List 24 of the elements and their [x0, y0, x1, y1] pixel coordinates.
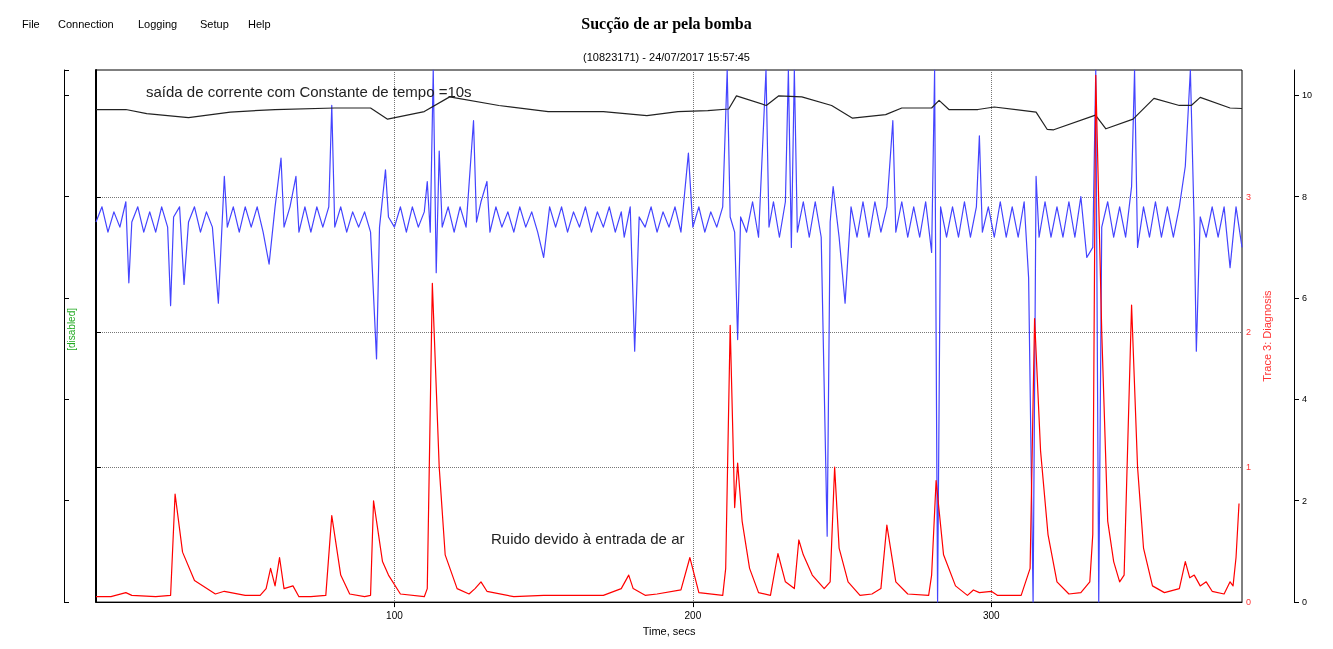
y2-tick-label: 6 [1302, 293, 1308, 304]
y2-tick-label: 2 [1302, 495, 1308, 506]
annotation: Ruido devido à entrada de ar [491, 530, 685, 547]
y2-tick-label: 8 [1302, 191, 1308, 202]
y-axis-title: Trace 3: Diagnosis [1261, 289, 1274, 382]
text: Connection [58, 17, 114, 30]
text: Help [248, 17, 271, 30]
y-tick-label: 2 [1246, 327, 1252, 337]
chart-title: Sucção de ar pela bomba [581, 14, 752, 33]
text: Setup [200, 17, 229, 30]
text: File [22, 17, 40, 30]
y-tick-label: 0 [1246, 597, 1252, 608]
x-tick-label: 300 [982, 609, 1001, 621]
y-tick-label: 1 [1246, 462, 1252, 473]
x-tick-label: 200 [684, 609, 702, 621]
text: Logging [138, 17, 178, 30]
chart-subtitle: (10823171) - 24/07/2017 15:57:45 [583, 50, 750, 63]
x-axis-title: Time, secs [642, 624, 696, 637]
x-tick-label: 100 [386, 609, 404, 621]
y2-tick-label: 10 [1302, 90, 1313, 101]
y2-tick-label: 0 [1302, 597, 1308, 608]
text: [disabled] [65, 307, 77, 351]
y-tick-label: 3 [1246, 191, 1252, 202]
y2-tick-label: 4 [1302, 394, 1308, 405]
